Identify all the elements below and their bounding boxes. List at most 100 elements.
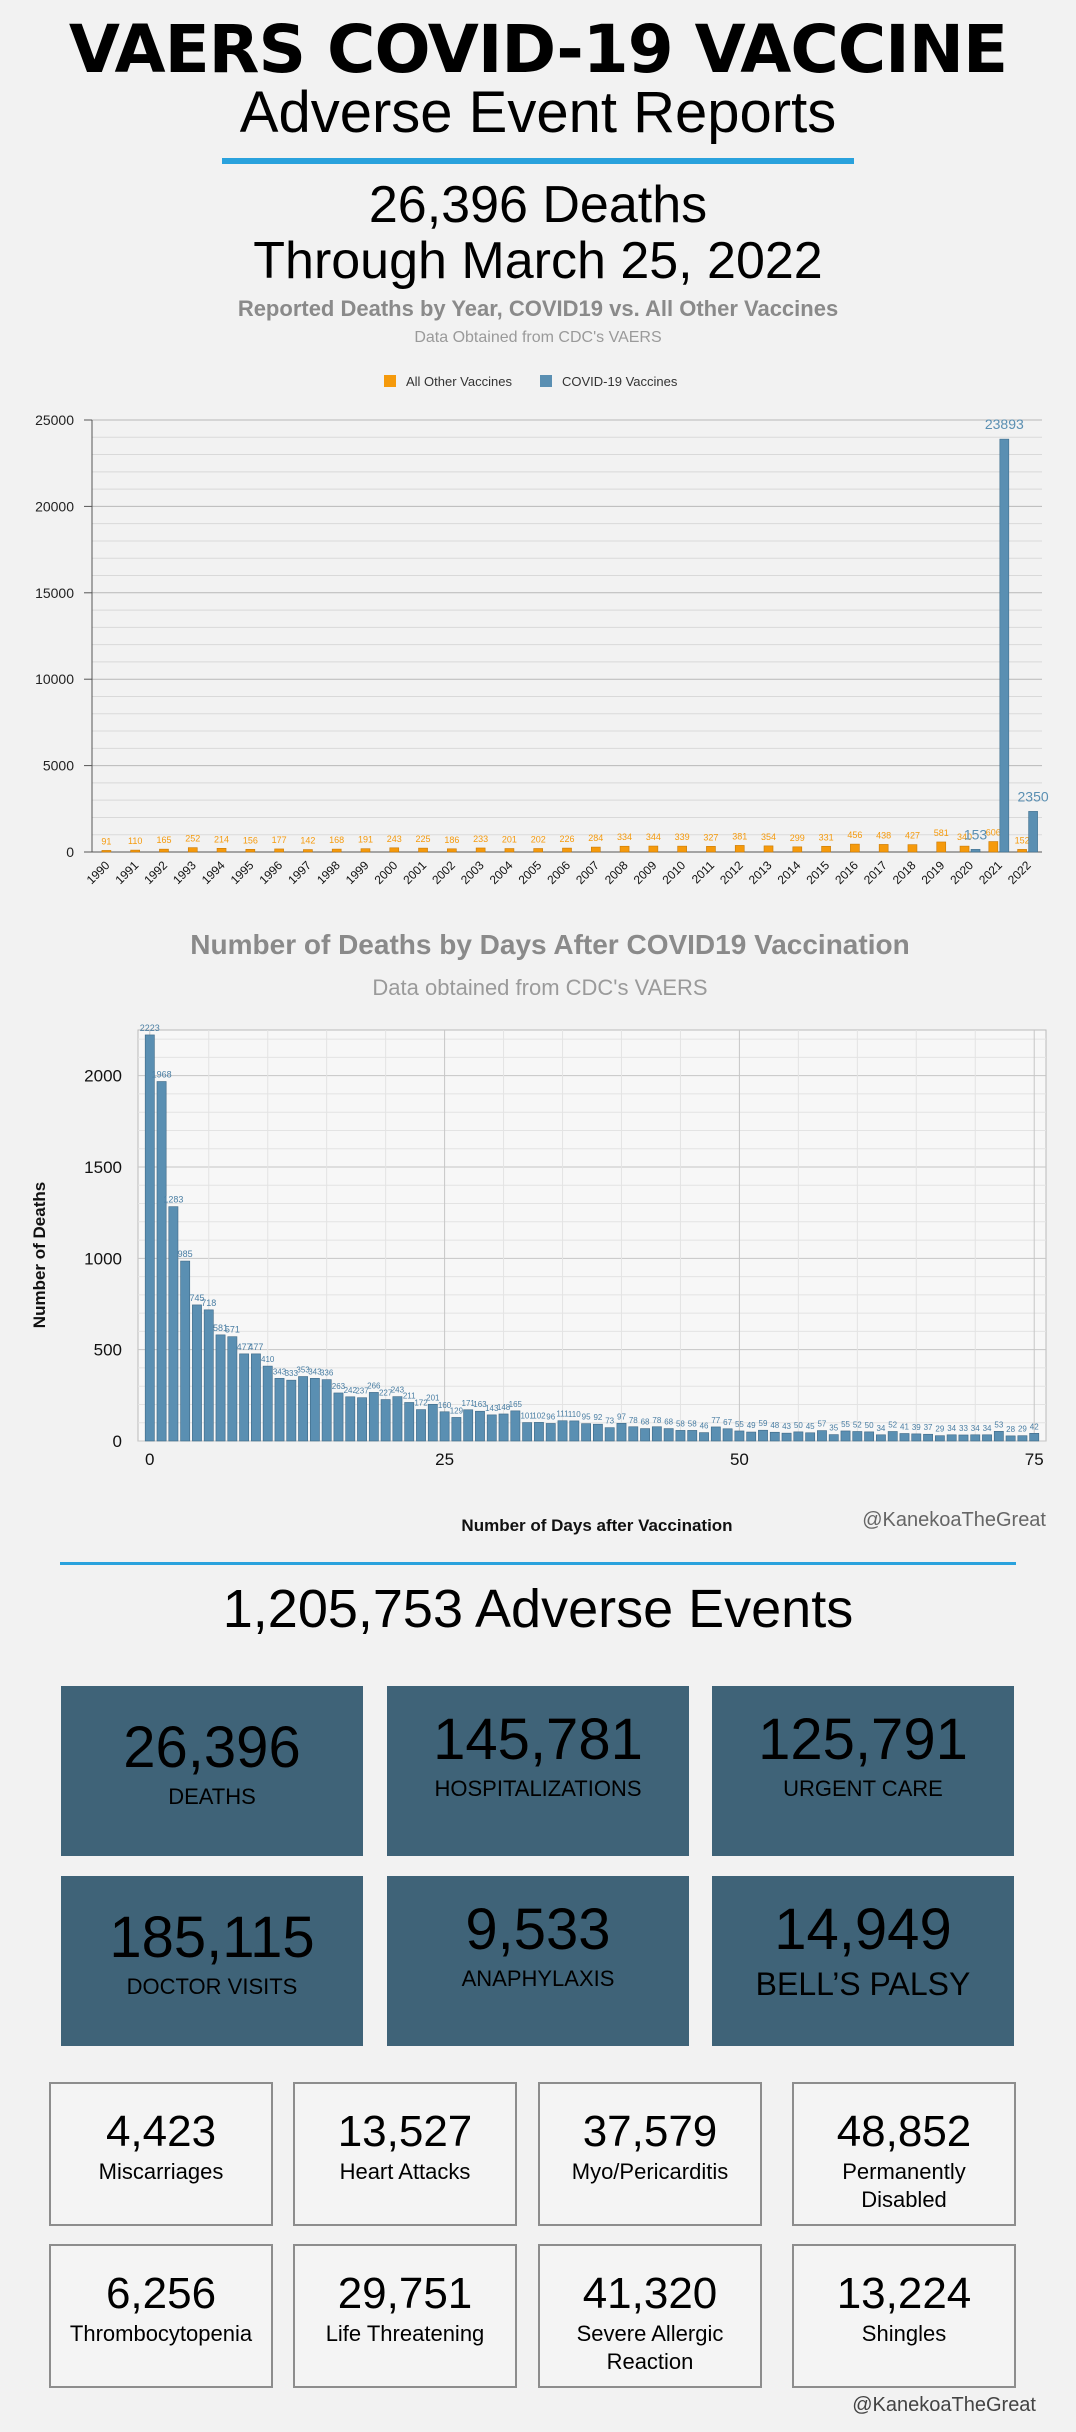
bar-label-day-50: 55 — [735, 1420, 744, 1429]
bar-day-6 — [215, 1334, 226, 1442]
bar-label-day-52: 59 — [759, 1419, 768, 1428]
bar-day-50 — [734, 1430, 745, 1442]
plot-area — [137, 1029, 1047, 1442]
bar-label-day-7: 571 — [225, 1325, 240, 1335]
chart1-bars: 91 110 165 252 214 156 177 142 168 191 243 225 186 23… — [101, 416, 1049, 853]
bar-day-41 — [628, 1426, 639, 1442]
bar-day-27 — [463, 1409, 474, 1442]
bar-label-day-25: 160 — [438, 1401, 452, 1410]
bar-label-day-22: 211 — [403, 1391, 416, 1400]
bar-day-48 — [710, 1426, 721, 1442]
bar-other-1993 — [187, 847, 198, 853]
bar-label-day-5: 718 — [201, 1298, 216, 1308]
bar-label-day-21: 243 — [391, 1386, 405, 1395]
bar-day-69 — [958, 1434, 969, 1442]
bar-label-day-60: 52 — [853, 1421, 862, 1430]
bar-other-2007 — [590, 846, 601, 853]
bar-day-23 — [416, 1409, 426, 1442]
bar-other-1995 — [245, 849, 256, 853]
bar-other-2005 — [533, 848, 544, 853]
bar-label-other-2018: 427 — [905, 831, 920, 841]
bar-other-2018 — [907, 844, 918, 853]
bar-label-day-69: 33 — [959, 1424, 968, 1433]
bar-label-day-3: 985 — [178, 1249, 193, 1259]
x-tick-label-2009: 2009 — [631, 858, 660, 887]
bar-label-day-39: 73 — [605, 1417, 614, 1426]
y-tick-label: 15000 — [35, 585, 74, 601]
bar-label-day-6: 581 — [213, 1323, 228, 1333]
stat-card-anaphylaxis: 9,533 ANAPHYLAXIS — [387, 1876, 689, 2046]
stat-card-doctor-visits: 185,115 DOCTOR VISITS — [61, 1876, 363, 2046]
bar-label-other-2013: 354 — [761, 832, 776, 842]
chart2-y-ticks: 0 500 1000 1500 2000 — [84, 1067, 122, 1451]
bar-label-day-64: 41 — [900, 1423, 909, 1432]
y-tick-label: 10000 — [35, 671, 74, 687]
bar-label-day-45: 58 — [676, 1419, 685, 1428]
bar-label-covid-2020: 153 — [964, 826, 988, 842]
bar-day-11 — [274, 1378, 285, 1442]
bar-day-19 — [368, 1392, 379, 1442]
bar-day-65 — [911, 1433, 922, 1442]
bar-other-2021 — [988, 841, 999, 853]
bar-label-day-46: 58 — [688, 1419, 697, 1428]
x-tick-label-2013: 2013 — [746, 858, 775, 887]
bar-other-1999 — [360, 848, 371, 853]
bar-other-2022 — [1017, 849, 1027, 853]
bar-other-2019 — [936, 841, 947, 853]
bar-day-13 — [298, 1376, 308, 1442]
y-tick-label: 2000 — [84, 1067, 122, 1086]
bar-other-2009 — [648, 845, 659, 853]
stat-value: 13,527 — [337, 2107, 473, 2156]
bar-day-0 — [144, 1034, 155, 1442]
bar-other-1998 — [331, 848, 342, 853]
bar-label-day-65: 39 — [912, 1423, 921, 1432]
bar-other-1991 — [130, 849, 140, 853]
bar-label-other-2010: 339 — [675, 832, 690, 842]
x-tick-label: 75 — [1025, 1450, 1044, 1469]
bar-other-2016 — [850, 843, 860, 853]
chart2-subtitle: Data obtained from CDC's VAERS — [372, 975, 707, 1000]
bar-other-2006 — [562, 847, 572, 853]
bar-label-day-58: 35 — [829, 1424, 838, 1433]
x-tick-label-2011: 2011 — [689, 858, 717, 886]
bar-label-other-1999: 191 — [358, 835, 373, 845]
chart2-x-axis-label: Number of Days after Vaccination — [461, 1516, 732, 1535]
bar-day-54 — [781, 1432, 792, 1442]
bar-label-other-2006: 226 — [559, 834, 574, 844]
bar-label-day-56: 45 — [806, 1422, 815, 1431]
stat-label: Thrombocytopenia — [69, 2321, 253, 2346]
x-tick-label-2007: 2007 — [573, 858, 602, 887]
bar-day-16 — [333, 1392, 344, 1442]
x-tick-label-2006: 2006 — [544, 858, 573, 887]
bar-other-2000 — [389, 847, 400, 853]
stat-card-life-threatening: 29,751 Life Threatening — [293, 2244, 517, 2388]
stat-label: URGENT CARE — [783, 1776, 943, 1801]
y-tick-label: 25000 — [35, 412, 74, 428]
bar-label-other-2001: 225 — [416, 834, 431, 844]
bar-day-40 — [616, 1422, 627, 1442]
bar-label-day-19: 266 — [367, 1381, 381, 1390]
stat-value: 26,396 — [123, 1715, 301, 1780]
bar-other-1996 — [274, 848, 284, 853]
bar-label-day-57: 57 — [817, 1420, 826, 1429]
bar-day-1 — [156, 1081, 167, 1442]
bar-label-day-67: 29 — [935, 1425, 944, 1434]
bar-day-43 — [651, 1426, 662, 1442]
bar-day-39 — [604, 1427, 615, 1442]
bar-day-15 — [321, 1379, 332, 1442]
stat-card-permanently-disabled: 48,852 Permanently Disabled — [792, 2082, 1016, 2226]
y-tick-label: 0 — [66, 844, 74, 860]
bar-label-day-12: 333 — [285, 1369, 299, 1378]
bar-day-38 — [592, 1423, 603, 1442]
bar-other-2001 — [418, 847, 428, 853]
stat-label: Heart Attacks — [339, 2159, 471, 2184]
bar-label-day-74: 29 — [1018, 1425, 1027, 1434]
bar-day-61 — [864, 1431, 875, 1442]
stat-card-myo-pericarditis: 37,579 Myo/Pericarditis — [538, 2082, 762, 2226]
bar-other-2013 — [763, 845, 774, 853]
bar-day-12 — [286, 1379, 297, 1442]
chart2-credit: @KanekoaTheGreat — [862, 1509, 1046, 1531]
x-tick-label-2017: 2017 — [861, 858, 890, 887]
bar-day-62 — [876, 1434, 886, 1442]
bar-day-25 — [439, 1411, 450, 1442]
